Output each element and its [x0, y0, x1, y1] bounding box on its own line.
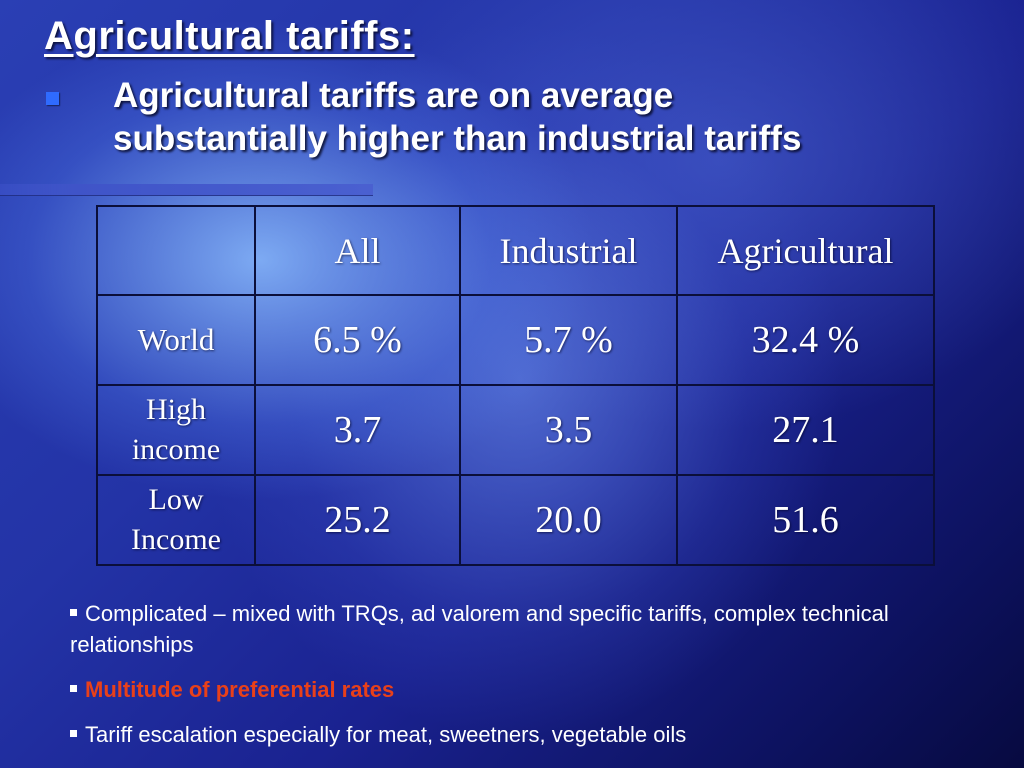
table-cell: 51.6 — [676, 474, 935, 566]
row-label-line: Income — [131, 523, 221, 556]
table-row: High income 3.7 3.5 27.1 — [96, 384, 935, 476]
tariff-table: All Industrial Agricultural World 6.5 % … — [96, 205, 935, 566]
row-label-world: World — [96, 294, 256, 386]
row-label-low-income: Low Income — [96, 474, 256, 566]
header-cell-all: All — [254, 205, 461, 296]
note-item: Multitude of preferential rates — [70, 674, 950, 705]
note-text: Tariff escalation especially for meat, s… — [85, 722, 687, 747]
row-label-line: High — [146, 393, 206, 426]
table-cell: 6.5 % — [254, 294, 461, 386]
header-cell-agricultural: Agricultural — [676, 205, 935, 296]
table-header-row: All Industrial Agricultural — [96, 205, 935, 296]
slide-title: Agricultural tariffs: — [44, 14, 415, 58]
row-label-high-income: High income — [96, 384, 256, 476]
square-bullet-icon — [46, 92, 59, 105]
square-bullet-icon — [70, 684, 77, 692]
accent-bar — [0, 184, 373, 196]
header-cell-industrial: Industrial — [459, 205, 678, 296]
main-bullet-text: Agricultural tariffs are on average subs… — [113, 76, 802, 158]
header-cell-empty — [96, 205, 256, 296]
table-row: World 6.5 % 5.7 % 32.4 % — [96, 294, 935, 386]
note-text: Complicated – mixed with TRQs, ad valore… — [70, 601, 889, 657]
table-cell: 25.2 — [254, 474, 461, 566]
note-text-highlight: Multitude of preferential rates — [85, 677, 395, 702]
note-item: Complicated – mixed with TRQs, ad valore… — [70, 598, 950, 660]
row-label-line: Low — [148, 483, 204, 516]
notes-list: Complicated – mixed with TRQs, ad valore… — [70, 598, 950, 764]
table-cell: 27.1 — [676, 384, 935, 476]
note-item: Tariff escalation especially for meat, s… — [70, 719, 950, 750]
square-bullet-icon — [70, 729, 77, 737]
table-cell: 3.7 — [254, 384, 461, 476]
main-bullet: Agricultural tariffs are on average subs… — [46, 74, 826, 160]
table-cell: 3.5 — [459, 384, 678, 476]
table-row: Low Income 25.2 20.0 51.6 — [96, 474, 935, 566]
row-label-line: income — [131, 433, 221, 466]
table-cell: 5.7 % — [459, 294, 678, 386]
table-cell: 20.0 — [459, 474, 678, 566]
table-cell: 32.4 % — [676, 294, 935, 386]
square-bullet-icon — [70, 608, 77, 616]
